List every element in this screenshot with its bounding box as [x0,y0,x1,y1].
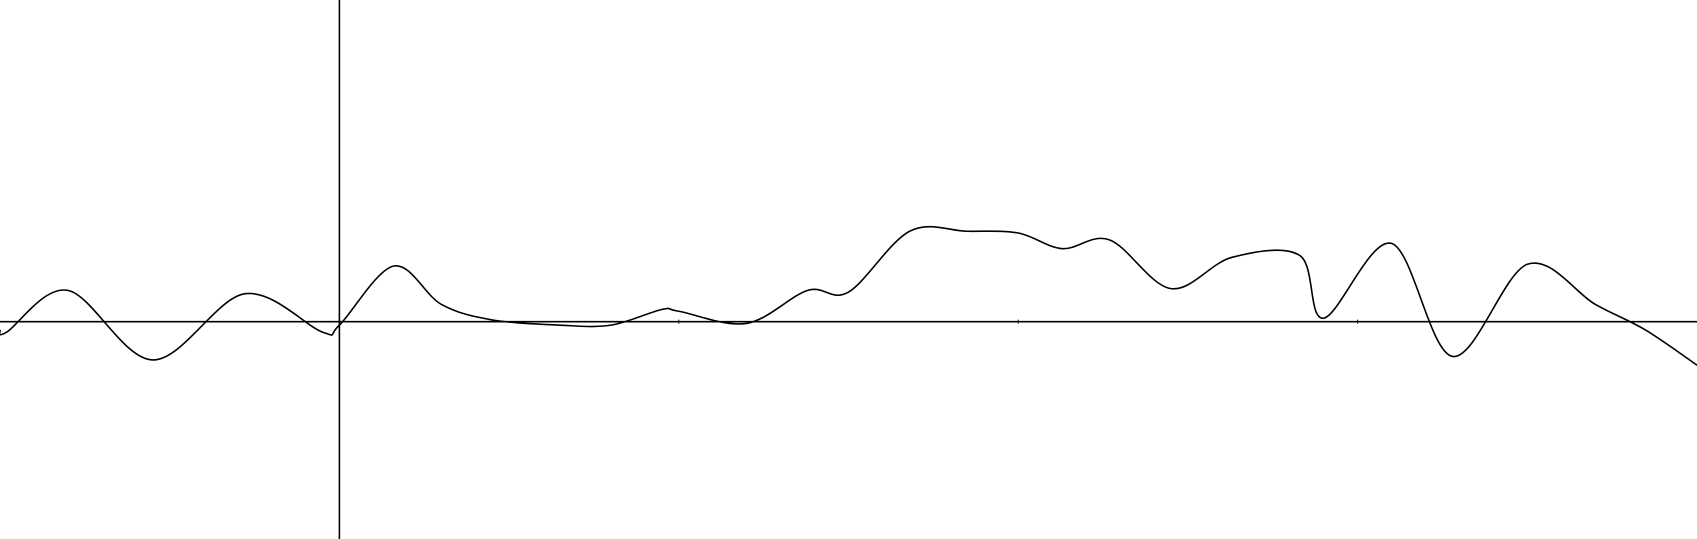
series-layer [0,225,1697,366]
x-ticks [338,319,1359,324]
series-line [0,225,1697,366]
